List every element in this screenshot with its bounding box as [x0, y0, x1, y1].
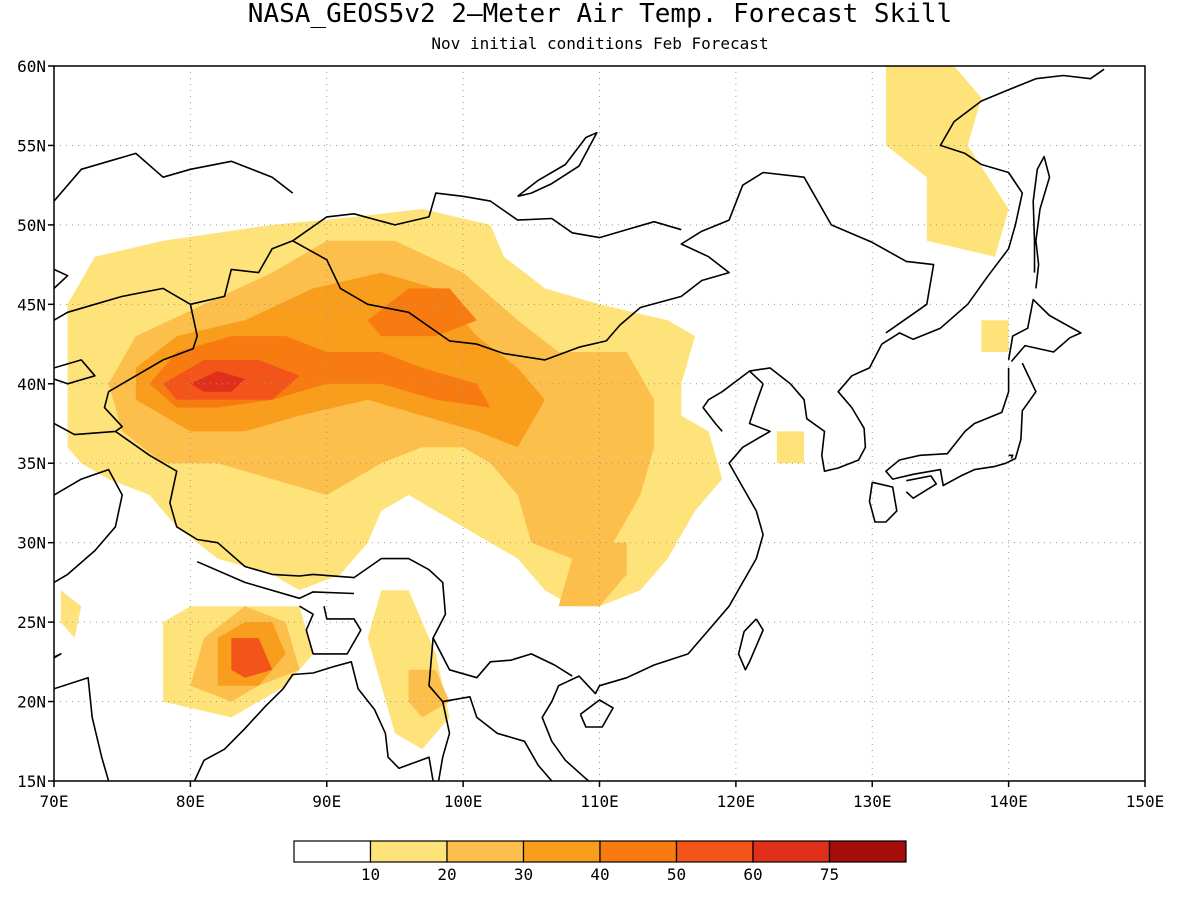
map-outline-20 [54, 240, 293, 436]
axis-ticks: 70E 80E 90E 100E 110E 120E 130E 140E 150E 15N 20N 2… [17, 57, 1164, 811]
lon-tick-label: 140E [989, 792, 1028, 811]
lat-tick-label: 50N [17, 216, 46, 235]
skill-region-10-6 [981, 320, 1009, 352]
legend-swatch [752, 840, 831, 863]
skill-region-40-14 [367, 288, 477, 337]
map-outline-18 [292, 171, 935, 361]
map-outline-7 [885, 362, 1037, 487]
lat-tick-label: 30N [17, 534, 46, 553]
skill-region-10-3 [885, 66, 1009, 257]
map-outline-21 [54, 287, 191, 321]
lon-tick-label: 130E [853, 792, 892, 811]
lon-tick-label: 120E [717, 792, 756, 811]
map-outline-9 [905, 475, 938, 499]
map-outline-12 [193, 661, 434, 781]
map-outline-11 [579, 699, 614, 728]
legend-swatch [369, 840, 448, 863]
lat-tick-label: 15N [17, 772, 46, 791]
map-outline-25 [196, 560, 355, 600]
legend-label: 30 [514, 865, 533, 884]
map-outline-2 [749, 367, 791, 385]
lat-tick-label: 60N [17, 57, 46, 76]
map-outline-19 [292, 192, 682, 242]
lat-tick-label: 35N [17, 454, 46, 473]
color-legend: 10 20 30 40 50 60 75 [293, 840, 907, 884]
skill-shading [60, 66, 1009, 750]
lon-tick-label: 150E [1126, 792, 1165, 811]
skill-region-10-4 [60, 590, 82, 638]
map-outline-26 [299, 605, 362, 655]
legend-swatch [599, 840, 678, 863]
lon-tick-label: 80E [176, 792, 205, 811]
lon-tick-label: 90E [312, 792, 341, 811]
lat-tick-label: 45N [17, 295, 46, 314]
lat-tick-label: 55N [17, 136, 46, 155]
map-outline-8 [868, 481, 898, 523]
skill-region-10-5 [776, 431, 805, 464]
legend-swatch [446, 840, 525, 863]
map-outline-16 [54, 152, 294, 202]
map-outline-22 [54, 359, 96, 385]
legend-swatch [828, 840, 907, 863]
chart-title: NASA_GEOS5v2 2–Meter Air Temp. Forecast … [248, 0, 952, 29]
chart-subtitle: Nov initial conditions Feb Forecast [431, 34, 768, 53]
map-outline-15 [54, 268, 69, 289]
legend-label: 50 [667, 865, 686, 884]
map-outline-14 [54, 653, 62, 659]
skill-region-60-17 [190, 371, 245, 392]
legend-label: 40 [590, 865, 609, 884]
map-outline-4 [881, 68, 1105, 345]
skill-region-10-2 [367, 590, 450, 750]
map-outline-0 [541, 383, 771, 781]
map-outline-10 [737, 618, 764, 671]
lat-tick-label: 20N [17, 693, 46, 712]
lat-tick-label: 40N [17, 375, 46, 394]
map-outline-17 [517, 131, 598, 198]
legend-swatch [675, 840, 754, 863]
skill-region-20-10 [408, 669, 450, 718]
legend-label: 60 [743, 865, 762, 884]
lon-tick-label: 100E [444, 792, 483, 811]
map-outline-27 [428, 637, 553, 781]
map-outline-29 [1008, 454, 1014, 459]
lon-tick-label: 70E [40, 792, 69, 811]
map-outline-13 [54, 676, 110, 781]
lat-tick-label: 25N [17, 613, 46, 632]
map-outline-3 [789, 343, 883, 472]
skill-region-20-9 [558, 542, 627, 607]
legend-label: 20 [437, 865, 456, 884]
map-outline-28 [437, 701, 451, 781]
map-outline-6 [1007, 298, 1082, 363]
legend-label: 75 [820, 865, 839, 884]
map-outline-5 [1032, 155, 1051, 289]
legend-swatch [522, 840, 601, 863]
map-outline-24 [54, 468, 123, 584]
lon-tick-label: 110E [580, 792, 619, 811]
legend-label: 10 [361, 865, 380, 884]
map-outline-1 [702, 370, 764, 432]
legend-swatch [293, 840, 372, 863]
coastlines-and-borders [54, 68, 1105, 781]
skill-region-50-16 [231, 638, 273, 678]
map-outline-23 [114, 430, 573, 679]
